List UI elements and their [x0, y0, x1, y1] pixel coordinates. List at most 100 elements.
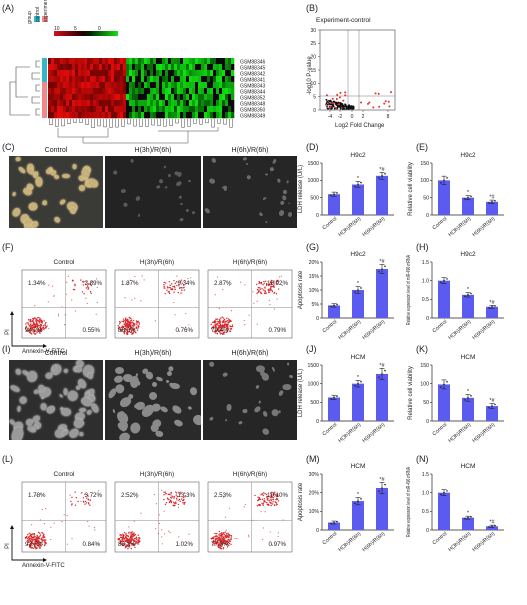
event-dot [66, 281, 68, 283]
event-dot [216, 318, 219, 320]
event-dot [222, 324, 224, 326]
event-dot [230, 536, 232, 538]
replicate-dot [470, 515, 472, 518]
heatmap-cell [84, 106, 88, 113]
heatmap-cell [84, 94, 88, 101]
event-dot [164, 292, 166, 295]
heatmap-cell [147, 94, 151, 101]
bar [438, 384, 450, 421]
event-dot [172, 288, 174, 291]
event-dot [190, 277, 192, 279]
volcano-point [326, 107, 329, 110]
heatmap-cell [54, 100, 58, 107]
heatmap-cell [225, 112, 229, 119]
scale-tick-0: 0 [98, 26, 101, 32]
event-dot [218, 326, 221, 328]
event-dot [223, 533, 225, 536]
event-dot [276, 495, 279, 498]
bar [328, 305, 340, 318]
event-dot [38, 331, 41, 333]
heatmap-cell [162, 106, 166, 113]
heatmap-cell [99, 82, 103, 89]
volcano-point [339, 107, 342, 109]
event-dot [225, 326, 228, 328]
heatmap-cell [75, 100, 79, 107]
event-dot [172, 285, 175, 288]
event-dot [213, 540, 215, 542]
heatmap-cell [117, 82, 121, 89]
event-dot [37, 543, 39, 545]
event-dot [57, 315, 60, 317]
event-dot [130, 533, 132, 535]
cell-shape [288, 374, 294, 379]
event-dot [132, 322, 135, 324]
heatmap-cell [210, 70, 214, 77]
event-dot [130, 535, 132, 537]
heatmap-cell [69, 112, 73, 119]
event-dot [270, 283, 273, 286]
dendrogram-branches [9, 60, 40, 116]
event-dot [127, 320, 130, 322]
event-dot [216, 538, 218, 540]
heatmap-cell [195, 82, 199, 89]
micrograph-label-c-h3r6: H(3h)/R(6h) [134, 147, 172, 154]
heatmap-cell [138, 76, 142, 83]
quadrant-percent: 2.87% [214, 280, 232, 287]
event-dot [130, 547, 133, 550]
heatmap-cell [162, 94, 166, 101]
event-dot [269, 501, 271, 503]
event-dot [121, 320, 123, 322]
event-dot [29, 327, 32, 330]
event-dot [263, 492, 265, 494]
event-dot [32, 323, 35, 325]
panel-label-k: (K) [416, 344, 428, 354]
cell-shape [149, 391, 158, 400]
heatmap-cell [156, 70, 160, 77]
heatmap-cell [222, 58, 226, 65]
event-dot [132, 540, 135, 542]
heatmap-cell [159, 94, 163, 101]
cell-shape [203, 207, 211, 215]
event-dot [158, 514, 160, 516]
event-dot [183, 284, 185, 287]
heatmap-cell [222, 106, 226, 113]
replicate-dot [491, 525, 493, 528]
volcano-point-significant [372, 106, 375, 109]
volcano-point-significant [331, 97, 334, 100]
event-dot [39, 547, 42, 549]
event-dot [226, 317, 228, 320]
replicate-dot [333, 396, 335, 399]
heatmap-cell [114, 64, 118, 71]
category-label: H(6h)/R(6h) [361, 531, 386, 553]
heatmap-cell [126, 64, 130, 71]
event-dot [39, 319, 41, 321]
heatmap-cell [54, 64, 58, 71]
heatmap-cell [93, 70, 97, 77]
heatmap-cell [123, 112, 127, 119]
event-dot [174, 282, 176, 285]
y-tick-label: 30% [309, 472, 320, 478]
heatmap-cell [96, 58, 100, 65]
event-dot [133, 535, 136, 537]
y-axis-label: Relative cell viability [408, 366, 414, 420]
event-dot [268, 284, 270, 287]
event-dot [124, 328, 127, 330]
event-dot [43, 539, 46, 541]
event-dot [221, 543, 224, 545]
heatmap-cell [90, 100, 94, 107]
event-dot [86, 285, 89, 287]
heatmap-cell [129, 82, 133, 89]
heatmap-cell [135, 76, 139, 83]
event-dot [168, 280, 171, 283]
heatmap-cell [123, 76, 127, 83]
heatmap-cell [120, 70, 124, 77]
heatmap-cell [84, 88, 88, 95]
event-dot [221, 329, 223, 331]
micrograph-c-h3r6 [105, 156, 201, 228]
event-dot [215, 330, 217, 333]
replicate-dot [488, 202, 490, 204]
event-dot [34, 305, 36, 307]
heatmap-cell [63, 106, 67, 113]
heatmap-cell [213, 76, 217, 83]
